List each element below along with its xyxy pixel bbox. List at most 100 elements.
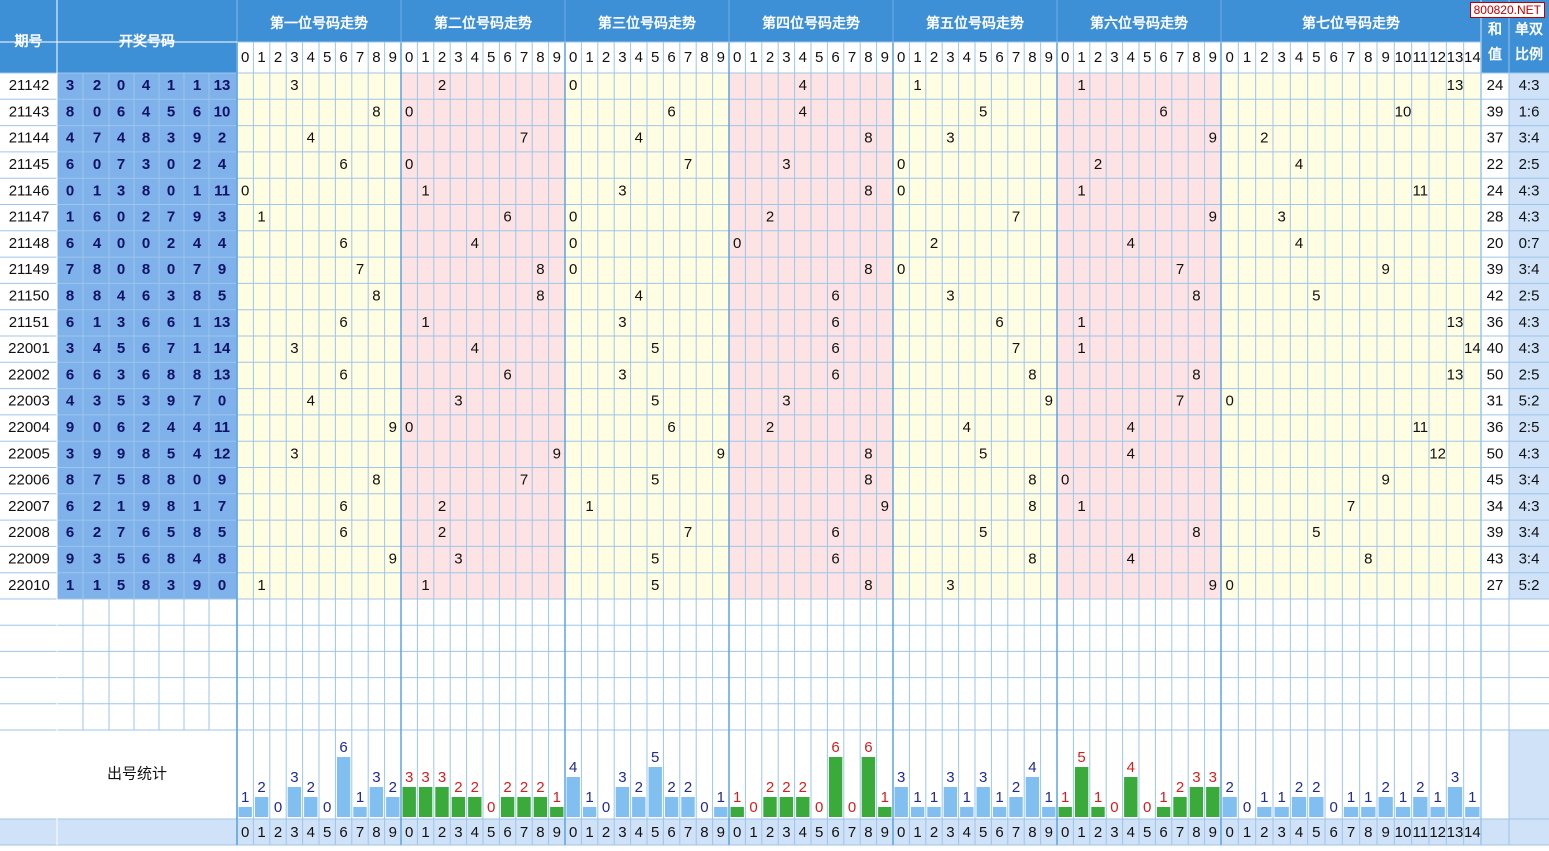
trend-mark: 1: [421, 314, 429, 331]
trend-mark: 4: [471, 340, 479, 357]
stat-value: 4: [1028, 759, 1036, 776]
period-cell: 21142: [9, 77, 50, 94]
footer-digit-label: 3: [454, 824, 462, 841]
footer-digit-label: 3: [1277, 824, 1285, 841]
stat-value: 3: [979, 769, 987, 786]
stat-bar: [1274, 807, 1289, 817]
stat-bar: [1257, 807, 1272, 817]
draw-number-cell: 4: [117, 130, 126, 147]
footer-digit-label: 8: [1192, 824, 1200, 841]
stat-bar: [386, 797, 400, 817]
footer-digit-label: 8: [536, 824, 544, 841]
ratio-cell: 4:3: [1519, 314, 1540, 331]
draw-number-cell: 3: [142, 156, 150, 173]
trend-mark: 13: [1447, 77, 1464, 94]
stat-bar: [632, 797, 646, 817]
stat-value: 1: [881, 789, 889, 806]
trend-mark: 0: [569, 261, 577, 278]
trend-mark: 9: [1209, 577, 1217, 594]
draw-number-cell: 7: [167, 340, 175, 357]
digit-header-label: 7: [520, 49, 528, 66]
trend-mark: 7: [1176, 261, 1184, 278]
stat-value: 1: [585, 789, 593, 806]
trend-mark: 5: [979, 103, 987, 120]
footer-digit-label: 9: [1045, 824, 1053, 841]
draw-number-cell: 2: [193, 156, 201, 173]
digit-header-label: 5: [979, 49, 987, 66]
trend-mark: 8: [1028, 366, 1036, 383]
footer-digit-label: 10: [1395, 824, 1412, 841]
draw-number-cell: 4: [66, 393, 75, 410]
trend-mark: 1: [1077, 498, 1085, 515]
digit-header-label: 5: [815, 49, 823, 66]
draw-number-cell: 8: [142, 182, 150, 199]
draw-number-cell: 3: [93, 551, 101, 568]
draw-number-cell: 8: [142, 130, 150, 147]
draw-number-cell: 3: [66, 77, 74, 94]
trend-mark: 0: [733, 235, 741, 252]
sum-cell: 36: [1487, 314, 1504, 331]
stats-ratio-bg: [1509, 730, 1549, 819]
draw-number-cell: 6: [142, 366, 150, 383]
draw-number-cell: 6: [93, 366, 101, 383]
footer-digit-label: 1: [585, 824, 593, 841]
stat-value: 1: [1260, 789, 1268, 806]
stat-value: 3: [372, 769, 380, 786]
draw-number-cell: 8: [93, 288, 101, 305]
trend-mark: 6: [667, 419, 675, 436]
digit-header-label: 0: [1061, 49, 1069, 66]
period-cell: 22010: [8, 577, 50, 594]
draw-number-cell: 6: [66, 156, 74, 173]
trend-mark: 13: [1447, 314, 1464, 331]
stat-value: 1: [963, 789, 971, 806]
trend-mark: 1: [1077, 182, 1085, 199]
trend-mark: 5: [979, 445, 987, 462]
digit-header-label: 8: [1192, 49, 1200, 66]
stat-bar: [304, 797, 318, 817]
draw-number-cell: 7: [66, 261, 74, 278]
sum-cell: 50: [1487, 445, 1504, 462]
digit-header-label: 3: [618, 49, 626, 66]
draw-number-cell: 9: [193, 209, 201, 226]
stat-bar: [1009, 797, 1023, 817]
footer-digit-label: 2: [602, 824, 610, 841]
footer-digit-label: 0: [405, 824, 413, 841]
draw-number-cell: 1: [117, 498, 125, 515]
draw-number-cell: 9: [66, 419, 74, 436]
draw-number-cell: 10: [214, 103, 231, 120]
draw-number-cell: 7: [93, 472, 101, 489]
stat-bar: [960, 807, 974, 817]
stat-bar: [1395, 807, 1411, 817]
footer-digit-label: 0: [733, 824, 741, 841]
footer-digit-label: 8: [1028, 824, 1036, 841]
stat-bar: [1361, 807, 1376, 817]
stat-value: 0: [1143, 799, 1151, 816]
footer-digit-label: 6: [339, 824, 347, 841]
header-ratio-2: 比例: [1515, 46, 1543, 63]
draw-number-cell: 4: [93, 340, 102, 357]
trend-mark: 3: [782, 393, 790, 410]
digit-header-label: 4: [307, 49, 315, 66]
sum-cell: 31: [1487, 393, 1504, 410]
footer-digit-label: 0: [1061, 824, 1069, 841]
trend-mark: 1: [257, 577, 265, 594]
trend-mark: 3: [454, 551, 462, 568]
draw-number-cell: 6: [142, 314, 150, 331]
ratio-cell: 3:4: [1519, 261, 1540, 278]
draw-number-cell: 8: [142, 445, 150, 462]
digit-header-label: 5: [651, 49, 659, 66]
stat-value: 3: [1209, 769, 1217, 786]
sum-cell: 50: [1487, 366, 1504, 383]
ratio-cell: 2:5: [1519, 288, 1540, 305]
stat-bar: [648, 767, 662, 817]
footer-digit-label: 3: [782, 824, 790, 841]
trend-mark: 8: [1192, 366, 1200, 383]
digit-header-label: 9: [553, 49, 561, 66]
stat-value: 1: [1399, 789, 1407, 806]
ratio-cell: 4:3: [1519, 77, 1540, 94]
digit-header-label: 1: [1243, 49, 1251, 66]
digit-header-label: 7: [1176, 49, 1184, 66]
draw-number-cell: 8: [218, 551, 226, 568]
trend-mark: 9: [1381, 261, 1389, 278]
footer-digit-label: 7: [1347, 824, 1355, 841]
